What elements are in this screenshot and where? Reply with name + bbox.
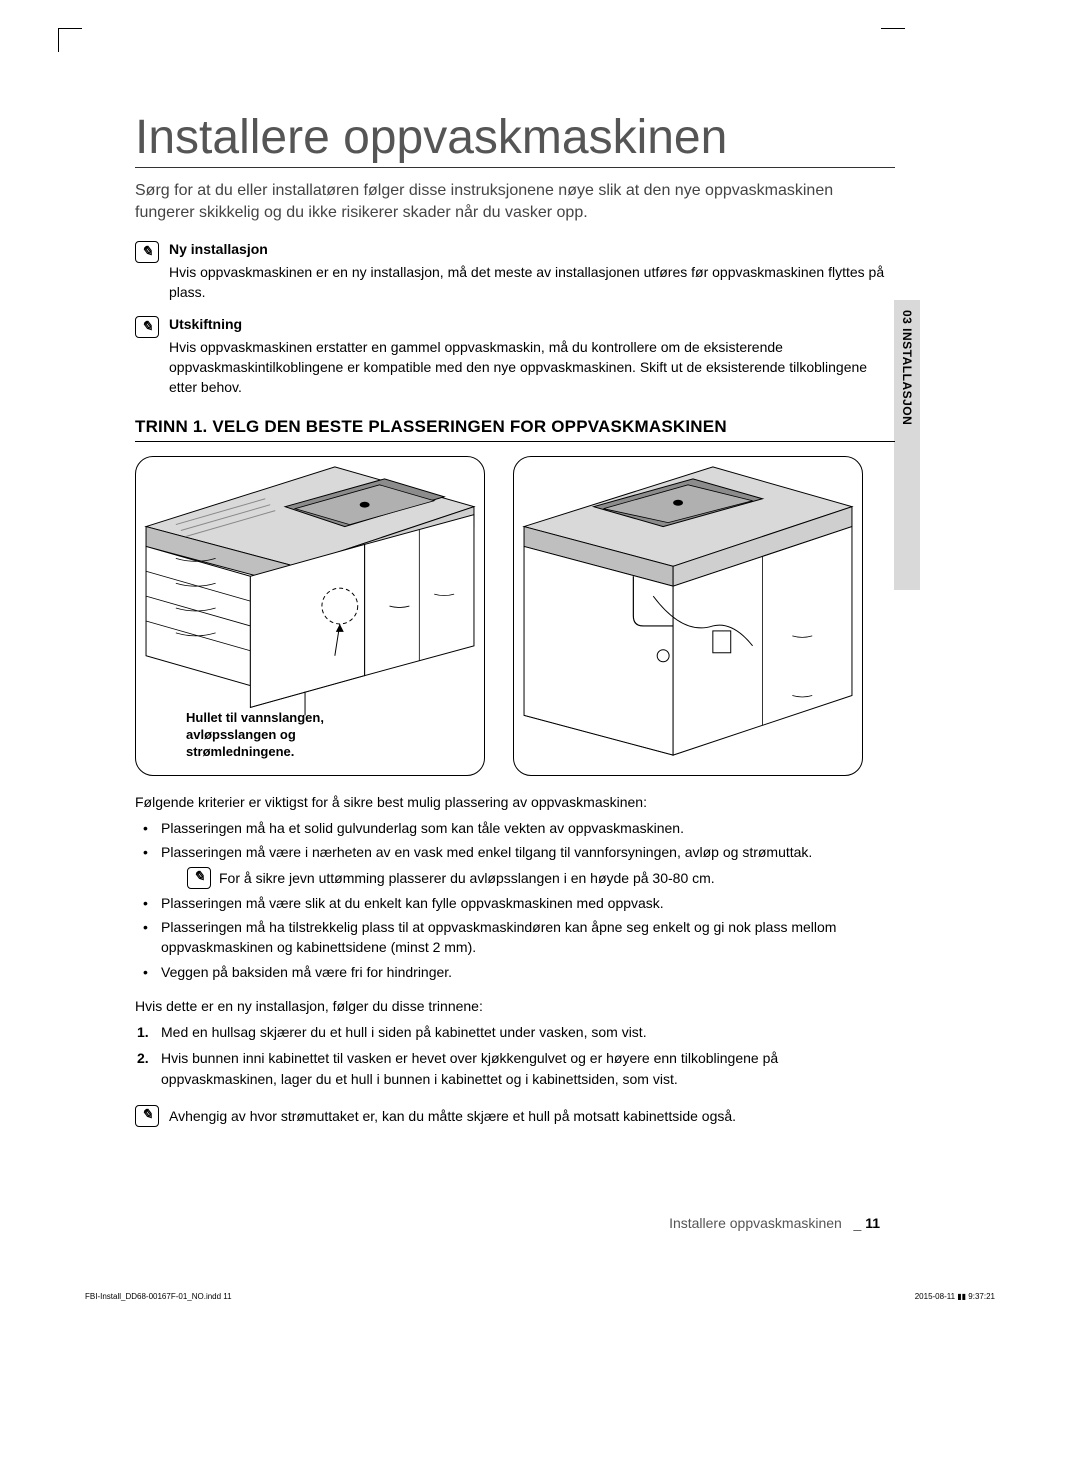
note-text: Hvis oppvaskmaskinen erstatter en gammel… <box>169 338 895 397</box>
figure-left: Hullet til vannslangen, avløpsslangen og… <box>135 456 485 776</box>
steps-intro: Hvis dette er en ny installasjon, følger… <box>135 998 895 1014</box>
page-title: Installere oppvaskmaskinen <box>135 110 895 168</box>
footer-sep: _ <box>854 1215 862 1231</box>
page-content: Installere oppvaskmaskinen Sørg for at d… <box>135 110 895 1127</box>
note-icon: ✎ <box>135 316 159 338</box>
list-item: Hvis bunnen inni kabinettet til vasken e… <box>135 1048 895 1089</box>
print-footer-right: 2015-08-11 ▮▮ 9:37:21 <box>915 1292 995 1301</box>
note-title: Utskiftning <box>169 316 895 332</box>
bottom-note-text: Avhengig av hvor strømuttaket er, kan du… <box>169 1105 736 1127</box>
list-item: Med en hullsag skjærer du et hull i side… <box>135 1022 895 1042</box>
section-tab-label: 03 INSTALLASJON <box>900 310 914 425</box>
note-icon: ✎ <box>135 1105 159 1127</box>
note-icon: ✎ <box>135 241 159 263</box>
criteria-intro: Følgende kriterier er viktigst for å sik… <box>135 794 895 810</box>
list-item: Plasseringen må ha tilstrekkelig plass t… <box>135 917 895 958</box>
note-icon: ✎ <box>187 867 211 889</box>
bottom-note: ✎ Avhengig av hvor strømuttaket er, kan … <box>135 1105 895 1127</box>
note-title: Ny installasjon <box>169 241 895 257</box>
crop-mark <box>881 28 905 30</box>
list-item: Veggen på baksiden må være fri for hindr… <box>135 962 895 982</box>
list-item: Plasseringen må være slik at du enkelt k… <box>135 893 895 913</box>
note-text: Hvis oppvaskmaskinen er en ny installasj… <box>169 263 895 302</box>
page-number: 11 <box>865 1215 880 1231</box>
note-block: ✎ Utskiftning Hvis oppvaskmaskinen ersta… <box>135 316 895 397</box>
figure-right <box>513 456 863 776</box>
footer-text: Installere oppvaskmaskinen <box>669 1215 842 1231</box>
print-footer-left: FBI-Install_DD68-00167F-01_NO.indd 11 <box>85 1292 232 1301</box>
page-footer: Installere oppvaskmaskinen _ 11 <box>669 1215 880 1231</box>
section-tab: 03 INSTALLASJON <box>894 300 920 590</box>
note-block: ✎ Ny installasjon Hvis oppvaskmaskinen e… <box>135 241 895 302</box>
crop-mark <box>58 28 82 52</box>
figure-caption: Hullet til vannslangen, avløpsslangen og… <box>186 710 386 761</box>
list-item: Plasseringen må ha et solid gulvunderlag… <box>135 818 895 838</box>
section-heading: TRINN 1. VELG DEN BESTE PLASSERINGEN FOR… <box>135 417 895 442</box>
criteria-list: Plasseringen må ha et solid gulvunderlag… <box>135 818 895 982</box>
figures-row: Hullet til vannslangen, avløpsslangen og… <box>135 456 895 776</box>
list-item: Plasseringen må være i nærheten av en va… <box>135 842 895 888</box>
inline-note-text: For å sikre jevn uttømming plasserer du … <box>219 867 715 889</box>
steps-list: Med en hullsag skjærer du et hull i side… <box>135 1022 895 1089</box>
intro-text: Sørg for at du eller installatøren følge… <box>135 180 895 223</box>
inline-note: ✎ For å sikre jevn uttømming plasserer d… <box>187 867 895 889</box>
list-item-text: Plasseringen må være i nærheten av en va… <box>161 844 812 860</box>
